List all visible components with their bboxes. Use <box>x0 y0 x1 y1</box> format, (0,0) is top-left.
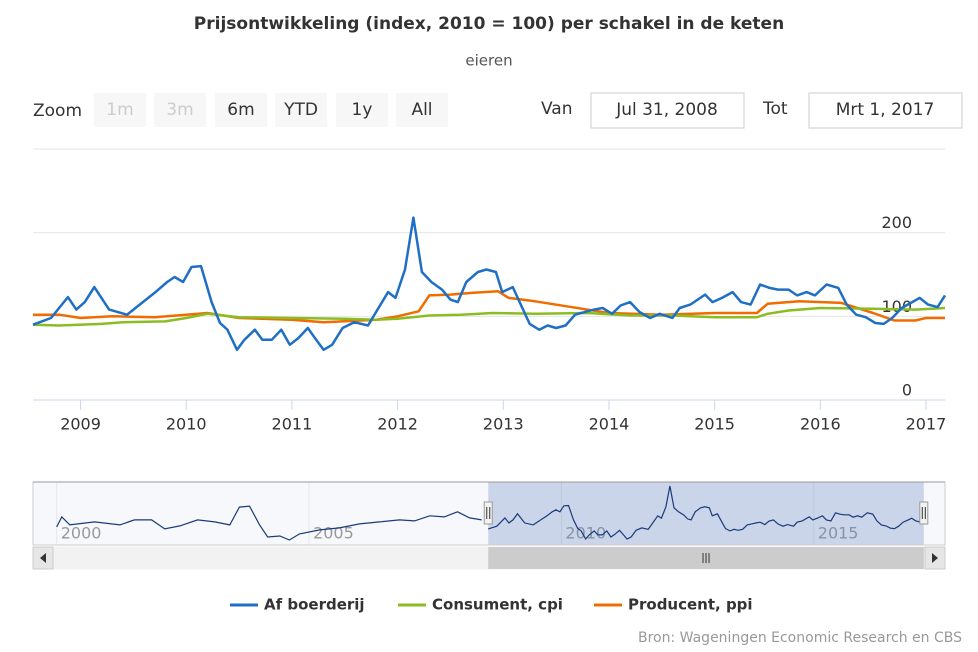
x-tick-label: 2016 <box>800 415 841 434</box>
series-line <box>32 306 946 327</box>
arrow-left <box>40 553 46 563</box>
plot-area: 0 100 200 2009 2010 2011 2012 2013 2014 2015 2016 2… <box>32 213 947 434</box>
zoom-button <box>154 93 206 127</box>
zoom-button[interactable] <box>275 93 327 127</box>
legend: Af boerderij Consument, cpi Producent, ppi <box>230 596 753 614</box>
zoom-button-label[interactable]: All <box>411 100 432 120</box>
navigator-line <box>488 485 925 541</box>
from-label: Van <box>541 99 573 119</box>
credits: Bron: Wageningen Economic Research en CB… <box>638 630 962 646</box>
from-value[interactable]: Jul 31, 2008 <box>615 100 718 120</box>
to-value[interactable]: Mrt 1, 2017 <box>836 100 935 120</box>
navigator-tick-label: 2000 <box>61 524 102 543</box>
navigator-tick-label: 2005 <box>313 524 354 543</box>
to-label: Tot <box>762 99 788 119</box>
legend-label[interactable]: Consument, cpi <box>432 596 563 614</box>
navigator-tick-label: 2015 <box>818 524 859 543</box>
zoom-button-label[interactable]: 6m <box>227 100 254 120</box>
zoom-button-label[interactable]: 1y <box>352 100 373 120</box>
zoom-button-label[interactable]: YTD <box>283 100 318 120</box>
navigator-handle[interactable] <box>919 501 929 525</box>
x-tick-label: 2013 <box>483 415 524 434</box>
navigator-handle[interactable] <box>483 501 493 525</box>
x-tick-label: 2011 <box>272 415 313 434</box>
x-tick-label: 2012 <box>377 415 418 434</box>
x-tick-label: 2015 <box>694 415 735 434</box>
x-tick-label: 2009 <box>60 415 101 434</box>
zoom-button[interactable] <box>215 93 267 127</box>
series-line <box>33 289 945 324</box>
y-tick-label: 200 <box>881 213 912 232</box>
zoom-button[interactable] <box>396 93 448 127</box>
navigator[interactable]: 2000 2005 2010 2015 <box>32 481 946 570</box>
legend-label[interactable]: Producent, ppi <box>628 596 753 614</box>
zoom-button-label: 1m <box>106 100 133 120</box>
arrow-right <box>932 553 938 563</box>
x-tick-label: 2014 <box>589 415 630 434</box>
y-tick-label: 0 <box>902 381 912 400</box>
zoom-button <box>94 93 146 127</box>
range-buttons: 1m 3m 6m YTD 1y All <box>94 93 448 127</box>
zoom-label: Zoom <box>33 101 82 121</box>
to-input[interactable] <box>808 92 963 129</box>
series-line <box>32 216 947 352</box>
from-input[interactable] <box>590 92 745 129</box>
x-tick-label: 2017 <box>906 415 947 434</box>
zoom-button[interactable] <box>336 93 388 127</box>
x-tick-label: 2010 <box>166 415 207 434</box>
chart-subtitle: eieren <box>465 52 512 70</box>
legend-label[interactable]: Af boerderij <box>264 596 365 614</box>
navigator-line <box>56 505 482 541</box>
navigator-tick-label: 2010 <box>565 524 606 543</box>
zoom-button-label: 3m <box>166 100 193 120</box>
chart-title: Prijsontwikkeling (index, 2010 = 100) pe… <box>194 14 784 34</box>
navigator-mask <box>488 482 924 545</box>
y-tick-label: 100 <box>881 297 912 316</box>
